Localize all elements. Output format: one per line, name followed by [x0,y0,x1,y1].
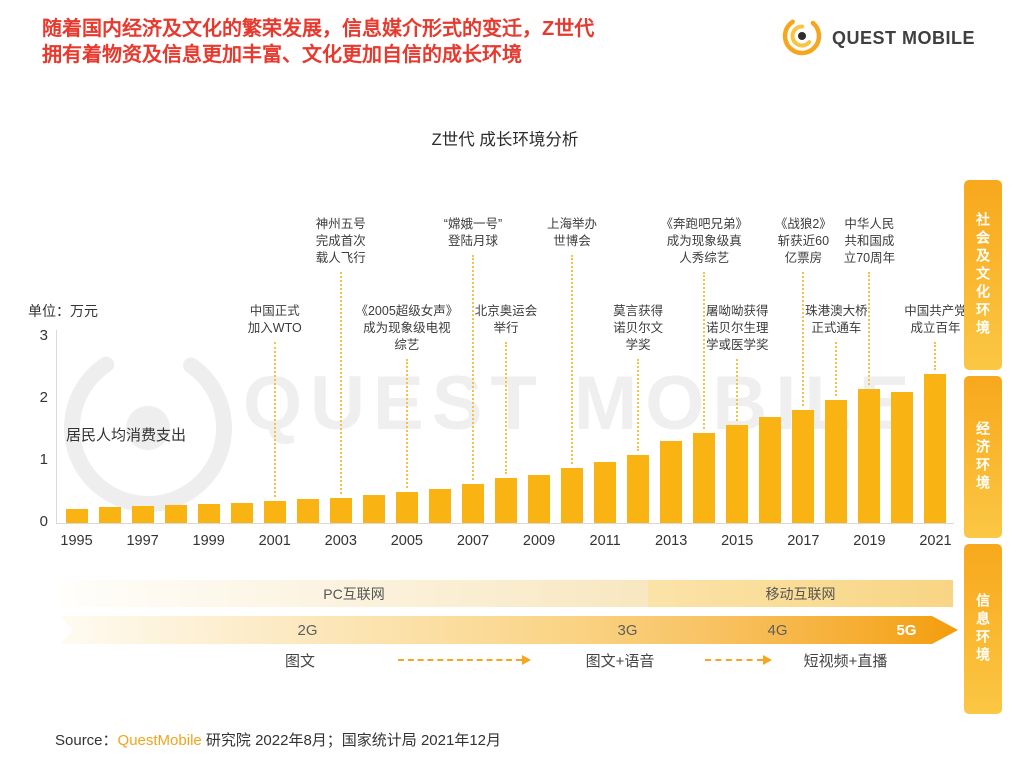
y-axis-line [56,330,57,524]
x-tick-label: 2001 [258,533,291,549]
x-tick-label: 2011 [589,533,621,549]
x-tick-label: 1999 [192,533,225,549]
x-tick-label: 2009 [522,533,556,549]
x-tick-label: 2005 [390,533,423,549]
internet-era-band: PC互联网 移动互联网 [60,580,953,607]
x-tick-label: 1995 [60,533,93,549]
side-tab-society-culture: 社会及文化环境 [964,180,1002,370]
source-prefix: Source： [55,732,118,749]
series-label: 居民人均消费支出 [66,427,187,444]
band-3g: 3G [555,616,700,644]
x-axis-line [56,523,954,524]
band-pc-internet: PC互联网 [60,580,648,607]
network-generation-arrow: 2G 3G 4G 5G [60,616,958,644]
media-label-text: 图文 [284,653,315,670]
page-title-line2: 拥有着物资及信息更加丰富、文化更加自信的成长环境 [42,44,522,66]
x-tick-label: 2019 [853,533,886,549]
x-tick-label: 2013 [655,533,688,549]
dashed-arrow-icon [705,654,772,665]
band-5g: 5G [855,616,958,644]
x-tick-label: 2015 [721,533,754,549]
x-tick-label: 1997 [126,533,159,549]
watermark-text: QUEST MOBILE [243,361,918,446]
axis-unit-label: 单位：万元 [28,303,98,319]
event-annotation-2014: 《奔跑吧兄弟》 成为现象级真 人秀综艺 [660,217,748,265]
source-brand: QuestMobile [117,732,202,749]
event-annotation-2017: 《战狼2》 斩获近60 亿票房 [774,217,832,265]
brand-logo: QUEST MOBILE [780,14,975,63]
media-label-video-live: 短视频+直播 [803,653,888,670]
event-annotation-2003: 神州五号 完成首次 载人飞行 [315,217,366,265]
brand-name: QUEST MOBILE [832,28,976,48]
source-suffix: 研究院 2022年8月；国家统计局 2021年12月 [201,732,502,749]
x-tick-label: 2021 [919,533,952,549]
band-4g: 4G [700,616,855,644]
event-annotation-2019: 中华人民 共和国成 立70周年 [843,217,896,265]
questmobile-logo-icon [780,14,824,63]
event-annotation-2007: “嫦娥一号” 登陆月球 [443,217,503,248]
page-title: 随着国内经济及文化的繁荣发展，信息媒介形式的变迁，Z世代 拥有着物资及信息更加丰… [42,16,772,68]
page-title-line1: 随着国内经济及文化的繁荣发展，信息媒介形式的变迁，Z世代 [42,18,595,40]
chart-title: Z世代 成长环境分析 [431,131,579,149]
band-mobile-internet: 移动互联网 [648,580,953,607]
x-tick-label: 2003 [324,533,357,549]
event-annotation-2010: 上海举办 世博会 [547,217,598,248]
side-tab-economy: 经济环境 [964,376,1002,538]
x-tick-label: 2007 [456,533,490,549]
band-2g: 2G [60,616,555,644]
x-tick-label: 2017 [787,533,820,549]
side-tab-information: 信息环境 [964,544,1002,714]
source-line: Source：QuestMobile 研究院 2022年8月；国家统计局 202… [55,729,501,750]
media-label-text-voice: 图文+语音 [585,653,655,670]
dashed-arrow-icon [398,654,531,665]
